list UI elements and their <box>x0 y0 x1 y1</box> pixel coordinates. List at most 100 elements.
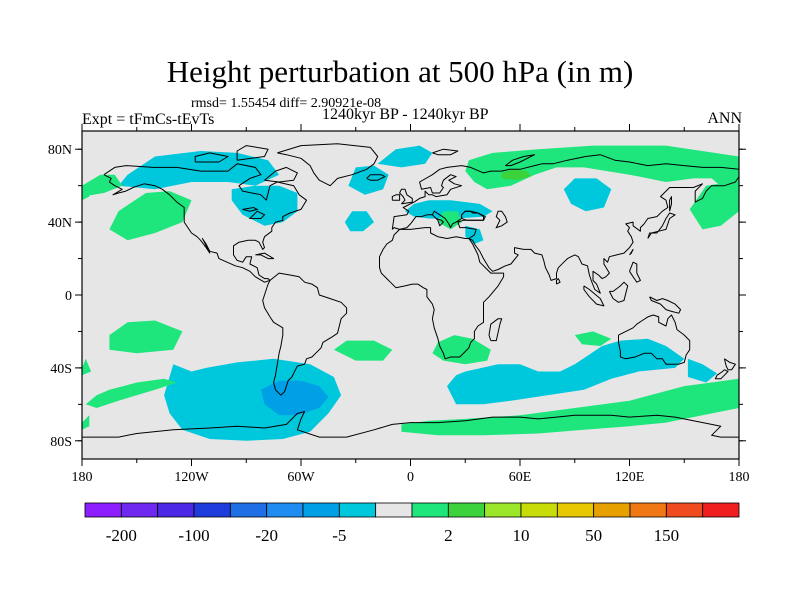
negative-anomaly-region <box>344 211 374 232</box>
coastline-segment <box>714 369 729 380</box>
coastline-segment <box>236 145 269 161</box>
colorbar-label: 10 <box>513 526 530 545</box>
negative-anomaly-region <box>687 358 718 383</box>
positive-anomaly-region <box>465 145 739 190</box>
coastline-segment <box>629 261 641 283</box>
colorbar-label: 2 <box>444 526 453 545</box>
colorbar-swatch <box>266 502 304 518</box>
lat-tick-label: 40N <box>48 216 72 231</box>
negative-anomaly-region <box>260 380 329 416</box>
negative-anomaly-region <box>231 185 298 226</box>
lon-tick-label: 0 <box>407 470 414 485</box>
colorbar-swatch <box>702 502 740 518</box>
coastline-segment <box>669 196 672 212</box>
positive-anomaly-region <box>437 211 462 230</box>
colorbar-label: 150 <box>654 526 680 545</box>
colorbar-swatch <box>556 502 595 518</box>
colorbar-swatch <box>447 502 486 518</box>
coastline-segment <box>194 152 229 163</box>
coastline-segment <box>649 296 682 314</box>
lake-outline <box>248 210 266 219</box>
lon-tick-label: 60E <box>509 470 532 485</box>
colorbar-swatch <box>193 502 231 518</box>
colorbar-swatch <box>229 502 268 518</box>
coastline-segment <box>723 358 736 371</box>
lon-tick-label: 180 <box>72 470 93 485</box>
positive-anomaly-region <box>109 191 192 241</box>
colorbar-swatch <box>593 502 631 518</box>
coastline-segment <box>82 411 739 438</box>
colorbar-label: -5 <box>332 526 346 545</box>
positive-anomaly-region <box>689 182 739 230</box>
colorbar-label: 50 <box>585 526 602 545</box>
positive-anomaly-region <box>432 335 491 365</box>
map-title: Height perturbation at 500 hPa (in m) <box>166 54 634 89</box>
coastline-segment <box>399 188 413 205</box>
coastline-segment <box>505 154 536 167</box>
coastline-segment <box>366 174 386 181</box>
positive-anomaly-region <box>82 358 92 376</box>
lat-tick-label: 40S <box>50 362 72 377</box>
colorbar-swatch <box>338 502 377 518</box>
lon-tick-label: 120W <box>174 470 209 485</box>
negative-anomaly-region <box>118 151 280 190</box>
positive-anomaly-region <box>82 415 90 430</box>
positive-anomaly-region <box>574 331 612 346</box>
colorbar-label: -20 <box>255 526 278 545</box>
positive-anomaly-region <box>501 169 531 181</box>
coastline-segment <box>488 318 503 342</box>
colorbar-swatch <box>84 502 122 518</box>
coastline-segment <box>583 285 605 307</box>
positive-anomaly-region <box>401 378 739 436</box>
positive-anomaly-region <box>333 340 393 361</box>
coastline-segment <box>255 252 275 260</box>
lon-tick-label: 180 <box>729 470 750 485</box>
colorbar-swatch <box>665 502 704 518</box>
coastlines <box>82 143 740 438</box>
anomaly-fields <box>82 131 739 459</box>
positive-anomaly-region <box>109 320 183 354</box>
lat-tick-label: 80S <box>50 435 72 450</box>
coastline-segment <box>647 212 676 239</box>
colorbar-swatch <box>157 502 195 518</box>
negative-anomaly-region <box>405 200 493 219</box>
coastline-segment <box>379 227 505 360</box>
coastline-segment <box>391 194 401 201</box>
coastline-segment <box>277 143 379 187</box>
colorbar-swatch <box>411 502 449 518</box>
lat-tick-label: 80N <box>48 143 72 158</box>
coastline-segment <box>103 163 307 283</box>
coastline-segment <box>432 148 459 156</box>
stats-text: rmsd= 1.55454 diff= 2.90921e-08 <box>191 96 382 111</box>
colorbar-swatch <box>520 502 558 518</box>
experiment-label: Expt = tFmCs-tEvTs <box>82 111 215 128</box>
lake-outline <box>242 206 259 212</box>
coastline-segment <box>262 272 348 396</box>
coastline-segment <box>618 314 691 365</box>
colorbar-swatch <box>120 502 159 518</box>
positive-anomaly-region <box>82 174 123 197</box>
colorbar-label: -200 <box>106 526 137 545</box>
colorbar-swatch <box>302 502 340 518</box>
negative-anomaly-region <box>348 165 389 195</box>
negative-anomaly-region <box>377 145 433 168</box>
positive-anomaly-region <box>82 185 90 201</box>
season-label: ANN <box>707 110 742 127</box>
lake-outline <box>461 210 484 221</box>
axis-ticks: 180 120W 60W 0 60E 120E 180 80N 40N 0 40S 80S <box>48 124 750 485</box>
negative-anomaly-region <box>164 358 342 441</box>
lake-outline <box>495 210 508 229</box>
negative-anomaly-region <box>447 338 685 405</box>
lat-tick-label: 0 <box>65 289 72 304</box>
coastline-segment <box>264 166 298 183</box>
colorbar-label: -100 <box>178 526 209 545</box>
lon-tick-label: 60W <box>287 470 315 485</box>
negative-anomaly-region <box>563 178 612 212</box>
colorbar-swatch <box>375 502 413 518</box>
period-label: 1240kyr BP - 1240kyr BP <box>322 106 489 123</box>
coastline-segment <box>629 248 634 256</box>
lon-tick-label: 120E <box>615 470 645 485</box>
colorbar: -200 -100 -20 -5 2 10 50 150 <box>84 502 740 545</box>
coastline-segment <box>556 278 561 285</box>
